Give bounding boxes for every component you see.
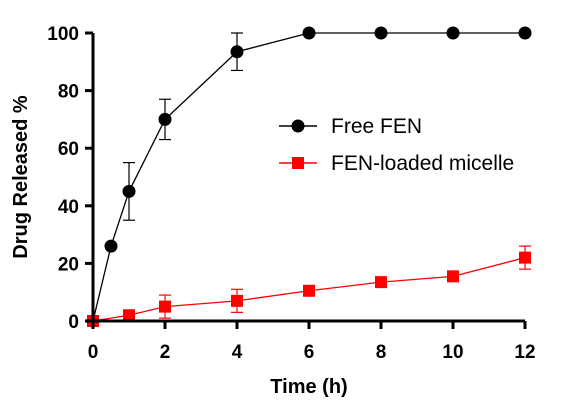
x-tick-label: 8 bbox=[376, 342, 387, 363]
plot-area bbox=[86, 26, 532, 328]
data-point bbox=[303, 284, 315, 297]
series-1 bbox=[87, 245, 531, 327]
legend-marker-free-fen bbox=[291, 119, 305, 133]
data-point bbox=[123, 309, 135, 322]
legend: Free FEN FEN-loaded micelle bbox=[279, 115, 514, 175]
data-point bbox=[519, 251, 531, 264]
x-tick-label: 2 bbox=[160, 342, 171, 363]
y-tick-label: 40 bbox=[58, 197, 79, 218]
data-point bbox=[158, 112, 172, 126]
data-point bbox=[302, 26, 316, 40]
legend-item-fen-micelle: FEN-loaded micelle bbox=[279, 152, 514, 175]
data-point bbox=[374, 26, 388, 40]
series-0 bbox=[86, 26, 532, 328]
y-tick-label: 0 bbox=[68, 312, 79, 333]
x-tick-label: 10 bbox=[442, 342, 463, 363]
y-tick-label: 60 bbox=[58, 139, 79, 160]
legend-marker-fen-micelle bbox=[292, 157, 304, 169]
data-point bbox=[159, 300, 171, 313]
legend-label-free-fen: Free FEN bbox=[331, 115, 422, 138]
x-axis-title: Time (h) bbox=[270, 376, 347, 398]
y-tick-label: 100 bbox=[47, 24, 79, 45]
data-point bbox=[518, 26, 532, 40]
data-point bbox=[122, 184, 136, 198]
data-point bbox=[231, 294, 243, 307]
y-ticks: 0 20 40 60 80 100 bbox=[47, 24, 93, 333]
data-point bbox=[446, 26, 460, 40]
x-tick-label: 4 bbox=[232, 342, 243, 363]
x-tick-label: 12 bbox=[514, 342, 535, 363]
y-tick-label: 20 bbox=[58, 254, 79, 275]
x-ticks: 0 2 4 6 8 10 12 bbox=[88, 321, 536, 363]
data-point bbox=[375, 276, 387, 289]
data-point bbox=[104, 239, 118, 253]
data-point bbox=[447, 270, 459, 283]
data-point bbox=[230, 45, 244, 59]
series-line bbox=[92, 32, 525, 322]
legend-item-free-fen: Free FEN bbox=[279, 115, 422, 138]
axes bbox=[91, 33, 525, 323]
y-axis-title: Drug Released % bbox=[10, 95, 32, 259]
legend-label-fen-micelle: FEN-loaded micelle bbox=[331, 152, 514, 175]
x-tick-label: 0 bbox=[88, 342, 99, 363]
y-tick-label: 80 bbox=[58, 82, 79, 103]
x-tick-label: 6 bbox=[304, 342, 315, 363]
